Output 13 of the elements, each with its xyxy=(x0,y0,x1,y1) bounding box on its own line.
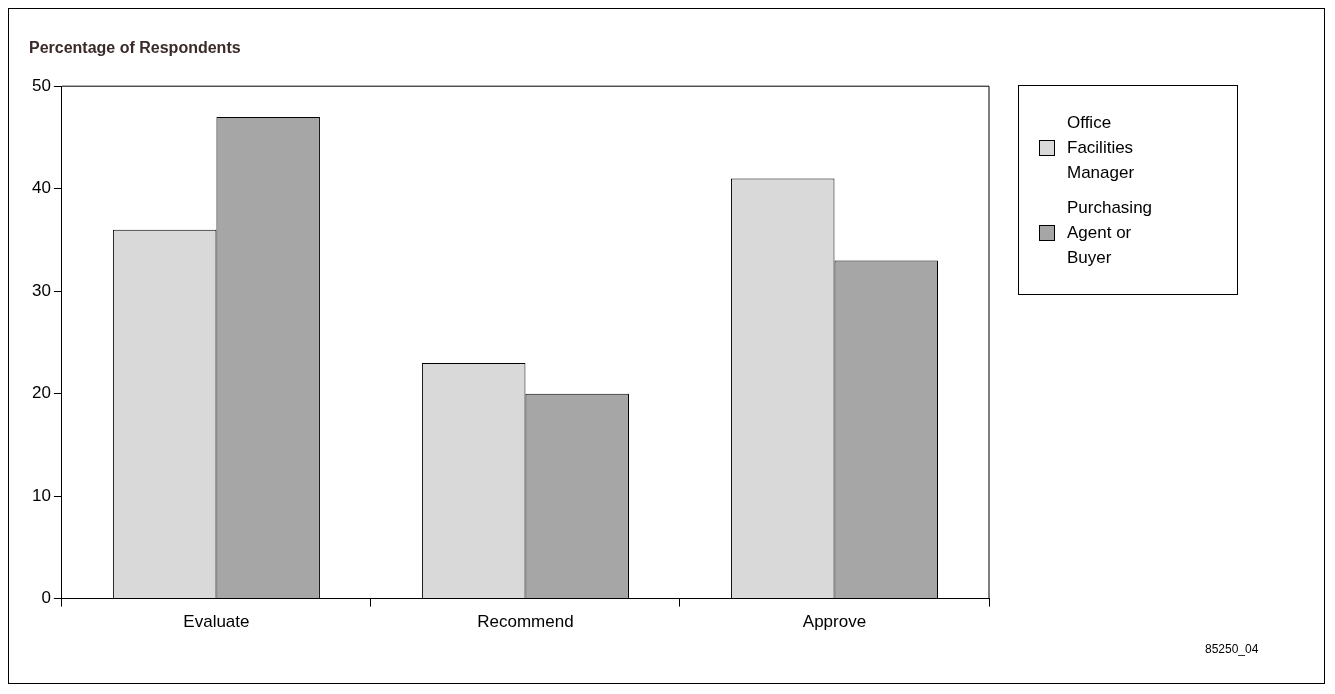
y-tick-label: 10 xyxy=(31,485,51,505)
x-tick-label: Approve xyxy=(802,612,867,632)
y-tick-label: 30 xyxy=(31,280,51,300)
legend-label: Purchasing Agent or Buyer xyxy=(1067,197,1154,269)
y-tick-label: 20 xyxy=(31,383,51,403)
chart-title: Percentage of Respondents xyxy=(29,39,241,57)
legend-label: Office Facilities Manager xyxy=(1067,112,1136,184)
x-tick-label: Evaluate xyxy=(183,612,250,632)
text: 85250_04 xyxy=(1205,642,1259,656)
y-tick-label: 0 xyxy=(41,588,51,608)
x-tick-label: Recommend xyxy=(477,612,574,632)
y-tick-label: 40 xyxy=(31,178,51,198)
y-tick-label: 50 xyxy=(31,75,51,95)
